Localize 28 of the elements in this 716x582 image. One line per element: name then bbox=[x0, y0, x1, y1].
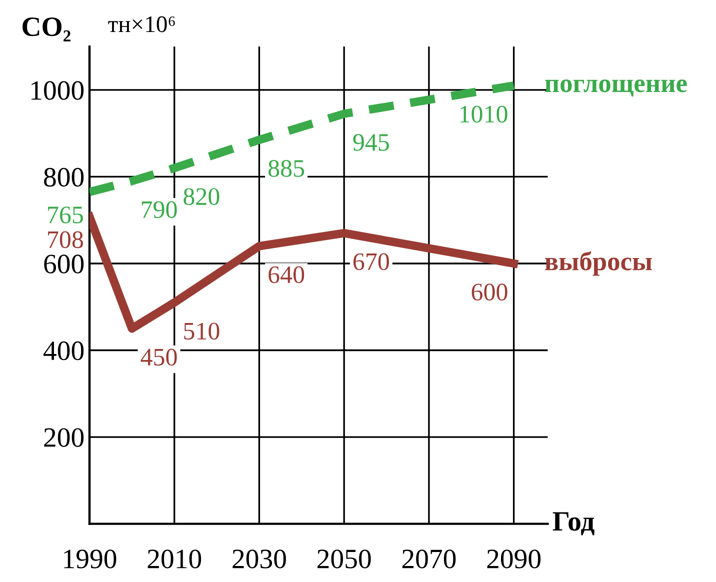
x-axis-title: Год bbox=[552, 512, 594, 536]
data-label: 450 bbox=[140, 348, 177, 366]
y-axis-title: CO₂ bbox=[22, 17, 70, 42]
data-label: 945 bbox=[353, 134, 389, 151]
data-label: 790 bbox=[142, 201, 177, 218]
series-label: выбросы bbox=[545, 251, 652, 276]
data-label: 640 bbox=[268, 266, 304, 284]
series-label: поглощение bbox=[545, 80, 687, 97]
x-tick-label: 2070 bbox=[402, 550, 456, 568]
x-tick-label: 2090 bbox=[487, 550, 541, 568]
y-tick-label: 400 bbox=[44, 341, 84, 360]
y-tick-label: 1000 bbox=[32, 81, 84, 100]
data-label: 765 bbox=[48, 206, 83, 224]
data-label: 510 bbox=[184, 322, 220, 340]
data-label: 708 bbox=[48, 231, 83, 248]
data-label: 1010 bbox=[460, 106, 508, 123]
y-tick-label: 800 bbox=[44, 168, 84, 187]
x-tick-label: 1990 bbox=[64, 550, 116, 568]
x-tick-label: 2030 bbox=[232, 550, 286, 568]
y-tick-label: 200 bbox=[44, 428, 84, 447]
x-tick-label: 2050 bbox=[318, 550, 371, 568]
y-tick-label: 600 bbox=[44, 254, 84, 274]
data-label: 820 bbox=[184, 188, 220, 206]
data-label: 670 bbox=[353, 253, 389, 270]
x-tick-label: 2010 bbox=[148, 550, 202, 568]
data-label: 885 bbox=[268, 160, 304, 177]
data-label: 600 bbox=[472, 284, 508, 301]
text: тн×10⁶ bbox=[108, 16, 175, 32]
